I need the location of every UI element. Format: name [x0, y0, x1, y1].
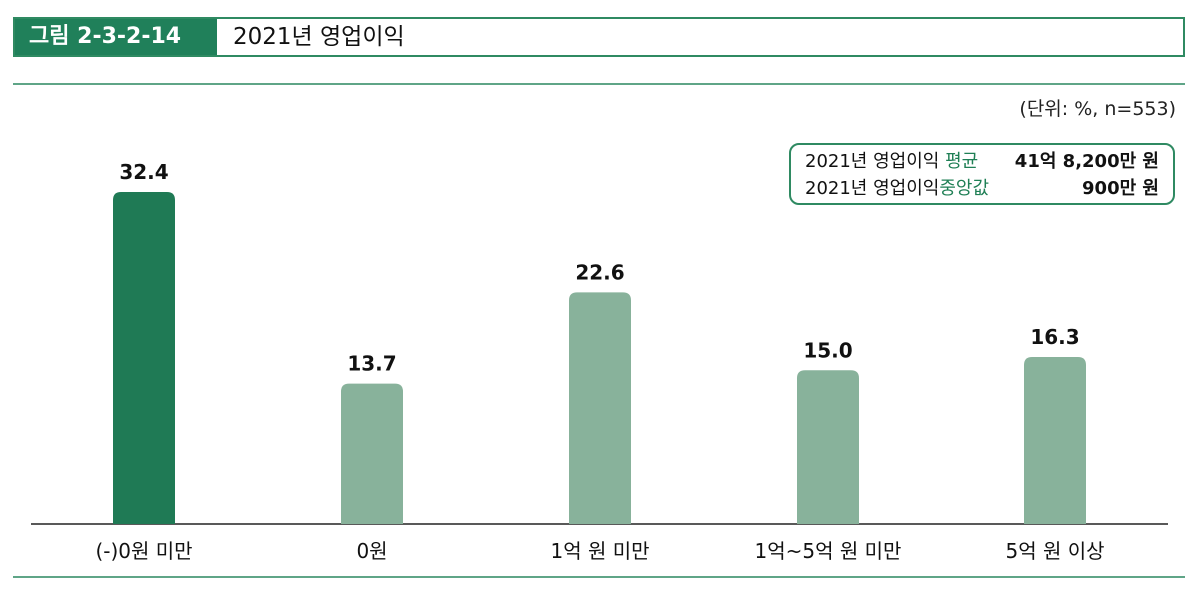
- category-label-1: 0원: [356, 539, 387, 563]
- stat-row-median: 2021년 영업이익중앙값 900만 원: [805, 175, 1159, 202]
- stat-mean-value: 41억 8,200만 원: [1014, 151, 1159, 172]
- category-label-2: 1억 원 미만: [550, 539, 649, 563]
- stat-median-value: 900만 원: [1082, 178, 1159, 199]
- bar-3: [797, 370, 859, 524]
- bar-0: [113, 192, 175, 524]
- stat-median-prefix: 2021년 영업이익: [805, 178, 940, 199]
- bottom-divider: [13, 576, 1185, 578]
- bar-2: [569, 292, 631, 524]
- category-label-0: (-)0원 미만: [95, 539, 192, 563]
- category-label-3: 1억~5억 원 미만: [755, 539, 902, 563]
- value-label-3: 15.0: [803, 338, 852, 362]
- stat-mean-label: 평균: [945, 151, 979, 172]
- stat-mean-prefix: 2021년 영업이익: [805, 151, 940, 172]
- category-label-4: 5억 원 이상: [1005, 539, 1104, 563]
- value-label-1: 13.7: [347, 352, 396, 376]
- bar-4: [1024, 356, 1086, 524]
- figure-title: 2021년 영업이익: [233, 24, 405, 50]
- value-label-2: 22.6: [575, 260, 624, 284]
- stat-row-mean: 2021년 영업이익 평균 41억 8,200만 원: [805, 148, 1159, 175]
- figure-label: 그림 2-3-2-14: [15, 19, 217, 55]
- stat-median-label: 중앙값: [939, 178, 990, 199]
- top-divider: [13, 83, 1185, 85]
- unit-note: (단위: %, n=553): [1019, 98, 1176, 120]
- bar-1: [341, 383, 403, 524]
- value-label-0: 32.4: [119, 160, 168, 184]
- value-label-4: 16.3: [1030, 325, 1079, 349]
- stats-box: 2021년 영업이익 평균 41억 8,200만 원 2021년 영업이익중앙값…: [789, 143, 1175, 205]
- figure-header: 그림 2-3-2-14 2021년 영업이익: [13, 17, 1185, 57]
